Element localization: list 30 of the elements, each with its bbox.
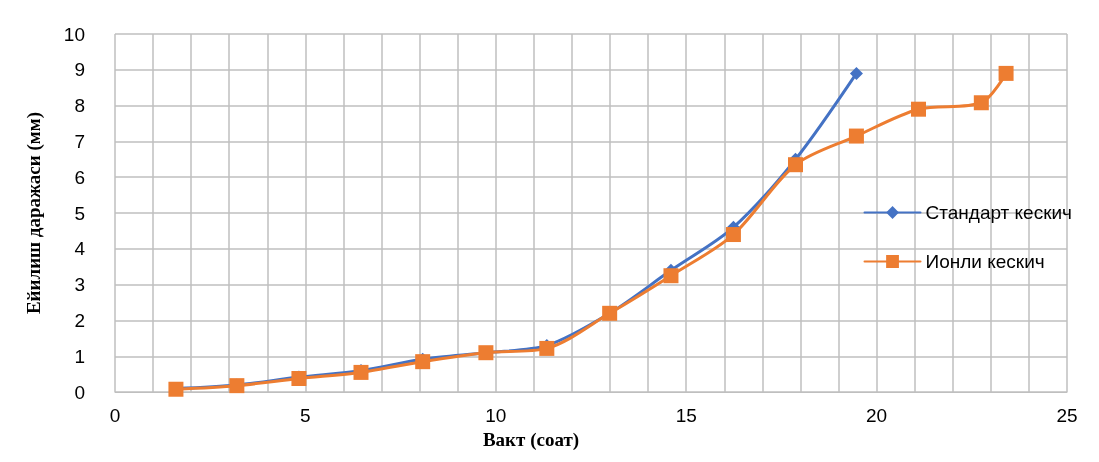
x-axis-title: Вакт (соат) xyxy=(482,429,580,451)
x-tick-label: 0 xyxy=(109,405,121,427)
point xyxy=(415,354,431,370)
y-tick-label: 10 xyxy=(63,23,85,45)
y-tick-label: 0 xyxy=(74,381,85,403)
point xyxy=(848,128,864,144)
point xyxy=(973,95,989,111)
y-axis-title: Ейилиш даражаси (мм) xyxy=(23,112,45,315)
y-tick-label: 3 xyxy=(74,274,85,296)
x-tick-label: 20 xyxy=(866,405,888,427)
x-tick-label: 25 xyxy=(1056,405,1078,427)
point xyxy=(725,227,741,243)
y-tick-label: 1 xyxy=(74,345,85,367)
x-tick-label: 5 xyxy=(300,405,311,427)
legend-label: Стандарт кескич xyxy=(925,202,1073,223)
point xyxy=(998,65,1014,81)
y-tick-label: 2 xyxy=(74,309,85,331)
y-tick-label: 6 xyxy=(74,166,85,188)
y-tick-label: 9 xyxy=(74,59,85,81)
x-tick-label: 10 xyxy=(485,405,507,427)
legend-label: Ионли кескич xyxy=(925,251,1045,272)
x-tick-label: 15 xyxy=(675,405,697,427)
y-tick-label: 5 xyxy=(74,202,85,224)
point xyxy=(910,101,926,117)
y-tick-label: 7 xyxy=(74,130,85,152)
point xyxy=(787,157,803,173)
point xyxy=(663,268,679,284)
point xyxy=(849,66,863,80)
y-tick-label: 8 xyxy=(74,95,85,117)
y-tick-label: 4 xyxy=(74,238,86,260)
